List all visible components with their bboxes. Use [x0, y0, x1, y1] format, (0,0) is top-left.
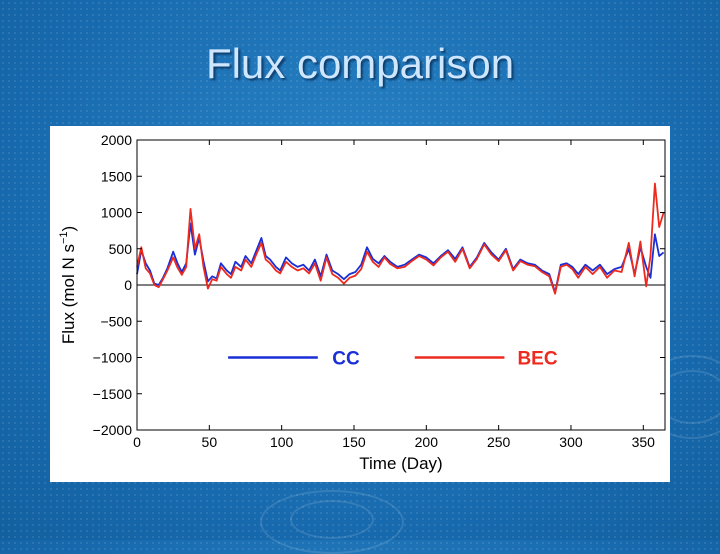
- y-axis-label-end: ): [59, 226, 78, 232]
- x-tick-label: 300: [559, 434, 583, 450]
- x-tick-label: 50: [202, 434, 218, 450]
- y-tick-label: 500: [109, 241, 133, 257]
- y-tick-label: −1000: [93, 350, 133, 366]
- y-tick-label: 0: [124, 277, 132, 293]
- series-line-cc: [136, 222, 665, 294]
- x-tick-label: 350: [632, 434, 656, 450]
- y-tick-label: −1500: [93, 386, 133, 402]
- x-tick-label: 0: [133, 434, 141, 450]
- chart-marks: [136, 182, 665, 295]
- y-axis-label-superscript: −1: [58, 232, 70, 245]
- flux-line-chart: 0 50 100 150 200 250 300 350 2000 1500 1000 500 0 −50…: [58, 132, 666, 473]
- y-tick-label: 2000: [101, 132, 132, 148]
- series-line-bec: [136, 182, 665, 295]
- y-axis-label: Flux (mol N s−1): [58, 226, 78, 344]
- chart-panel: 0 50 100 150 200 250 300 350 2000 1500 1000 500 0 −50…: [50, 126, 670, 482]
- legend-label-bec: BEC: [517, 349, 557, 370]
- tick-group: 0 50 100 150 200 250 300 350 2000 1500 1000 500 0 −50…: [93, 132, 665, 450]
- legend-label-cc: CC: [332, 349, 360, 370]
- x-tick-label: 200: [415, 434, 439, 450]
- x-axis-label: Time (Day): [359, 454, 442, 473]
- slide-title: Flux comparison: [205, 40, 515, 87]
- background-swirl: [290, 500, 374, 539]
- y-tick-label: −2000: [93, 422, 133, 438]
- y-tick-label: 1500: [101, 168, 132, 184]
- x-tick-label: 100: [270, 434, 294, 450]
- legend: CC BEC: [228, 349, 558, 370]
- y-tick-label: −500: [100, 313, 132, 329]
- x-tick-label: 150: [342, 434, 366, 450]
- x-tick-label: 250: [487, 434, 511, 450]
- y-axis-label-main: Flux (mol N s: [59, 244, 78, 344]
- y-tick-label: 1000: [101, 205, 132, 221]
